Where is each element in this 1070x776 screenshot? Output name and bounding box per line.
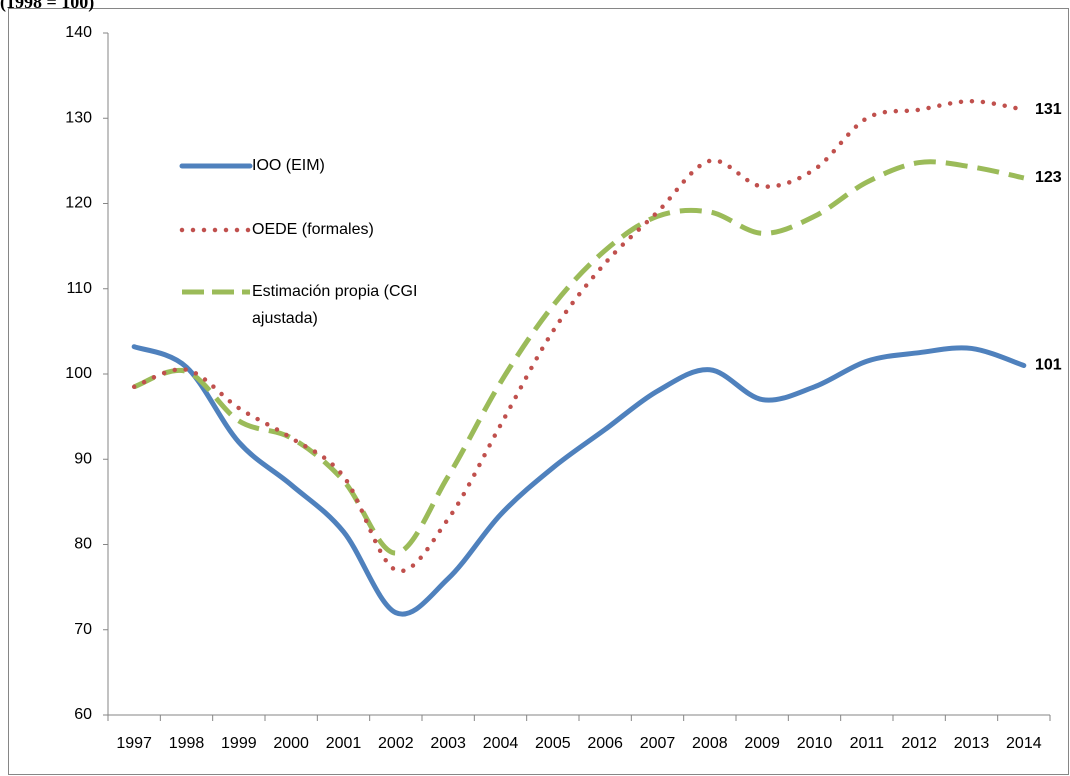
series-line	[133, 159, 1025, 556]
x-tick-label: 2001	[326, 735, 362, 752]
x-tick-label: 1997	[116, 735, 152, 752]
y-tick-label: 70	[74, 621, 92, 638]
y-tick-label: 110	[66, 280, 92, 297]
x-tick-label: 2011	[850, 735, 885, 752]
x-tick-label: 2010	[797, 735, 833, 752]
end-value-label: 101	[1035, 357, 1062, 374]
x-tick-label: 2006	[587, 735, 623, 752]
legend-label: Estimación propia (CGI ajustada)	[252, 283, 417, 327]
x-tick-label: 2009	[744, 735, 780, 752]
end-value-label: 123	[1035, 169, 1062, 186]
legend-label: IOO (EIM)	[252, 157, 325, 174]
x-tick-label: 2014	[1006, 735, 1042, 752]
x-tick-label: 2007	[640, 735, 676, 752]
x-tick-label: 1998	[169, 735, 205, 752]
y-tick-label: 120	[65, 195, 92, 212]
y-tick-label: 80	[74, 536, 92, 553]
y-tick-label: 60	[74, 706, 92, 723]
x-tick-label: 2000	[273, 735, 309, 752]
series-line	[131, 98, 1027, 574]
y-tick-label: 90	[74, 450, 92, 467]
chart-frame	[8, 8, 1069, 775]
x-tick-label: 1999	[221, 735, 257, 752]
x-tick-label: 2004	[483, 735, 519, 752]
y-tick-label: 140	[65, 24, 92, 41]
legend-label: OEDE (formales)	[252, 221, 374, 238]
legend-label-line: ajustada)	[252, 310, 318, 327]
y-tick-label: 100	[65, 365, 92, 382]
y-tick-label: 130	[65, 109, 92, 126]
chart-title: (1998 = 100)	[0, 0, 94, 13]
x-tick-label: 2003	[430, 735, 466, 752]
x-tick-label: 2002	[378, 735, 414, 752]
series-line	[131, 344, 1027, 617]
legend-label-line: Estimación propia (CGI	[252, 283, 417, 300]
x-tick-label: 2012	[901, 735, 937, 752]
x-tick-label: 2005	[535, 735, 571, 752]
end-value-label: 131	[1035, 101, 1062, 118]
x-tick-label: 2013	[954, 735, 990, 752]
x-tick-label: 2008	[692, 735, 728, 752]
